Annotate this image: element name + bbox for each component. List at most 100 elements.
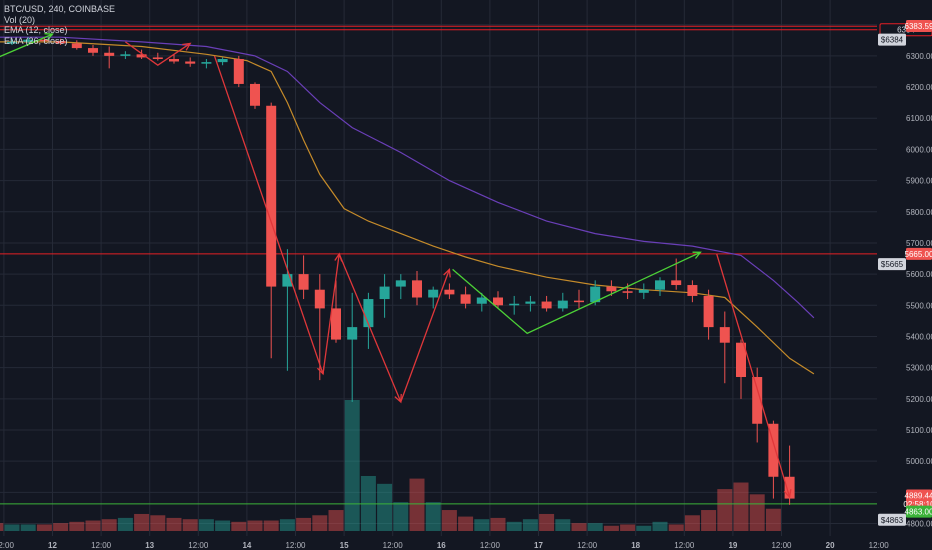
candle-body (169, 59, 179, 62)
up-trend-arrow (0, 33, 53, 58)
candle-body (88, 48, 98, 53)
candle-body (7, 41, 17, 44)
price-tag-box (906, 247, 932, 260)
volume-bar (85, 520, 101, 531)
price-tag-text: $6384 (881, 36, 904, 45)
candle-body (250, 83, 260, 106)
candle-body (331, 308, 341, 340)
volume-bar (134, 513, 150, 531)
candle-body (622, 291, 633, 293)
volume-bar (636, 525, 652, 531)
volume-bar (490, 517, 506, 531)
ema-lines (0, 36, 815, 375)
up-trend-arrow-head (692, 251, 702, 259)
time-tick-label: 14 (242, 541, 251, 550)
candle-body (152, 57, 163, 59)
candle-body (557, 300, 568, 309)
down-trend-arrow (338, 253, 402, 403)
price-tick-label: 5000.00 (906, 457, 932, 466)
candle-body (136, 54, 147, 58)
ema12-indicator-label[interactable]: EMA (12, close) (4, 25, 68, 35)
volume-bar (182, 519, 198, 531)
candle-body (55, 40, 66, 44)
price-axis-panel[interactable] (877, 0, 932, 550)
ema26-indicator-label[interactable]: EMA (26, close) (4, 35, 68, 46)
price-tag-text: 5665.00 (905, 250, 932, 259)
up-trend-arrow (452, 251, 701, 335)
candle-body (363, 299, 374, 328)
volume-bar (506, 521, 522, 531)
ema12-line (0, 41, 815, 375)
time-tick-label: 15 (340, 541, 349, 550)
time-tick-label: 16 (437, 541, 446, 550)
price-tag-text: $5665 (881, 260, 904, 269)
time-tick-label: 12:00 (0, 541, 14, 550)
price-tag-text: $4863 (881, 516, 904, 525)
time-axis-panel[interactable] (0, 536, 932, 550)
candle-body (687, 285, 698, 296)
volume-bar (701, 510, 717, 531)
volume-bar (684, 515, 700, 531)
volume-indicator-label[interactable]: Vol (20) (4, 14, 36, 25)
candle-body (39, 39, 50, 42)
time-tick-label: 13 (145, 541, 154, 550)
symbol-label[interactable]: BTC/USD, 240, COINBASE (4, 4, 116, 14)
time-axis: 12:00 12 12:00 13 12:00 14 12:00 15 12:00 16 12:00… (0, 541, 889, 550)
candle-body (736, 342, 746, 377)
candle-body (217, 59, 228, 63)
volume-bar (296, 517, 312, 531)
volume-bar (620, 524, 636, 531)
candle-body (379, 286, 390, 300)
time-tick-label: 20 (826, 541, 835, 550)
price-tag-box (878, 33, 906, 46)
candle-body (719, 327, 730, 343)
volume-bar (166, 517, 182, 531)
price-tick-label: 5300.00 (906, 364, 932, 373)
price-tags: 63846383.59$63845665.00$56654889.4402:58… (878, 19, 932, 526)
price-tick-label: 6100.00 (906, 114, 932, 123)
candle-body (509, 303, 520, 306)
volume-bar (263, 520, 279, 531)
candle-body (23, 39, 34, 42)
volume-bar (539, 513, 555, 531)
time-tick-label: 12:00 (577, 541, 598, 550)
volume-bar (458, 516, 474, 531)
volume-bar (587, 523, 603, 531)
candle-body (671, 280, 682, 286)
candle-body (590, 286, 601, 303)
ema26-line (0, 36, 815, 319)
volume-bar (344, 400, 360, 531)
price-tag: $6384 (878, 33, 906, 46)
time-tick-label: 18 (631, 541, 640, 550)
candle-body (282, 274, 293, 287)
volume-bar (377, 483, 393, 531)
volume-bar (571, 523, 587, 531)
up-trend-arrow-head (44, 33, 54, 41)
candle-body (428, 289, 439, 298)
candle-body (104, 52, 115, 56)
time-tick-label: 17 (534, 541, 543, 550)
down-trend-arrow (125, 41, 191, 66)
price-tag: 5665.00 (905, 247, 932, 260)
candle-body (412, 280, 422, 298)
horizontal-lines (0, 25, 932, 505)
volume-bar (101, 519, 117, 531)
time-tick-label: 12:00 (285, 541, 306, 550)
price-tag: $4863 (878, 513, 906, 526)
volume-bar (409, 478, 425, 531)
price-tag-box (906, 505, 932, 518)
volume-bar (247, 520, 263, 531)
volume-bar (425, 502, 441, 531)
volume-bar (198, 519, 214, 531)
candle-body (298, 274, 309, 290)
candle-body (768, 423, 779, 477)
candle-body (185, 61, 196, 64)
volume-bar (555, 519, 571, 531)
volume-bar (733, 482, 749, 531)
price-tick-label: 5900.00 (906, 177, 932, 186)
volume-bar (0, 523, 4, 531)
candle-body (638, 289, 649, 293)
candle-body (703, 295, 714, 328)
candle-body (606, 286, 617, 292)
